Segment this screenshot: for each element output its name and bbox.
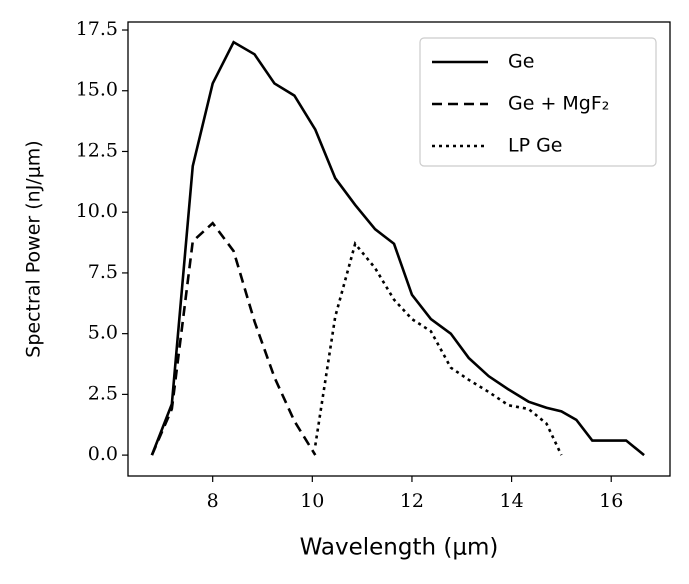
legend-label: Ge — [508, 51, 534, 73]
x-tick-label: 8 — [207, 490, 219, 512]
data-line — [314, 241, 563, 456]
plot-frame — [127, 21, 671, 477]
x-tick-label: 12 — [400, 490, 424, 512]
y-tick-label: 17.5 — [76, 18, 118, 40]
y-axis-label: Spectral Power (nJ/μm) — [23, 140, 45, 357]
x-tick-label: 14 — [499, 490, 523, 512]
x-tick-label: 16 — [599, 490, 623, 512]
y-tick-label: 12.5 — [76, 139, 118, 161]
y-tick-label: 0.0 — [88, 443, 118, 465]
legend-box — [419, 37, 657, 167]
y-tick-label: 10.0 — [76, 200, 118, 222]
y-tick-label: 5.0 — [88, 322, 118, 344]
y-tick-label: 2.5 — [88, 382, 118, 404]
x-tick-label: 10 — [300, 490, 324, 512]
data-line — [150, 221, 317, 456]
y-tick-label: 7.5 — [88, 261, 118, 283]
data-line — [150, 40, 645, 457]
legend-label: LP Ge — [508, 135, 563, 157]
y-tick-label: 15.0 — [76, 79, 118, 101]
x-axis-label: Wavelength (μm) — [300, 535, 499, 561]
legend-label: Ge + MgF₂ — [508, 93, 609, 115]
